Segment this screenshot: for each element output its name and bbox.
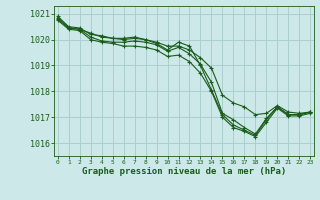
- X-axis label: Graphe pression niveau de la mer (hPa): Graphe pression niveau de la mer (hPa): [82, 167, 286, 176]
